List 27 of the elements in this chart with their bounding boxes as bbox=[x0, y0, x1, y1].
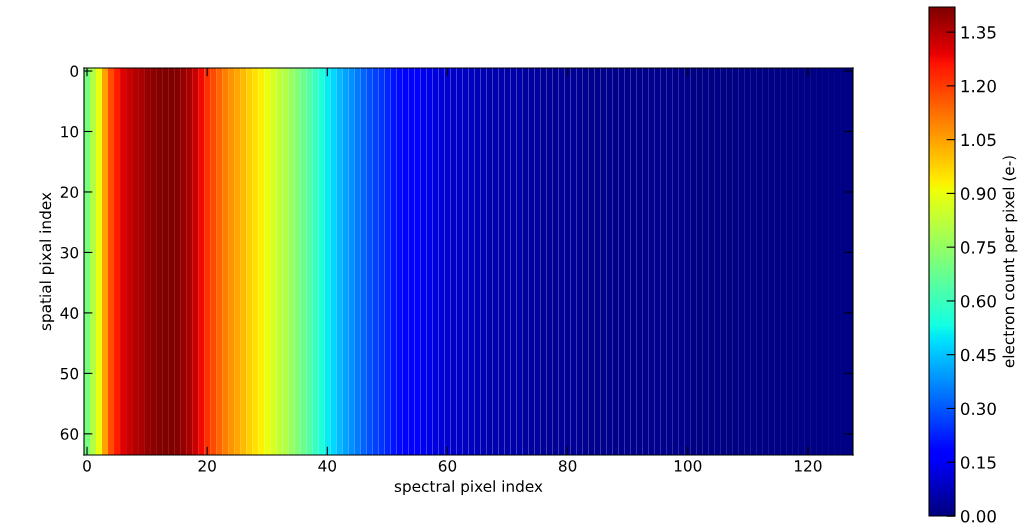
y-tick-label: 50 bbox=[60, 367, 79, 380]
y-tick-label: 30 bbox=[60, 246, 79, 259]
y-axis-title: spatial pixal index bbox=[39, 192, 55, 331]
y-tick-label: 0 bbox=[70, 65, 79, 78]
x-tick-label: 0 bbox=[83, 460, 91, 472]
color-bar-label: 0.45 bbox=[960, 348, 996, 362]
y-tick-label: 20 bbox=[60, 186, 79, 198]
x-axis-title: spectral pixel index bbox=[394, 480, 543, 495]
y-tick-label: 40 bbox=[60, 307, 79, 319]
color-bar-label: 0.30 bbox=[960, 402, 996, 416]
color-bar-label: 0.00 bbox=[960, 509, 996, 523]
color-bar-label: 1.35 bbox=[961, 26, 996, 39]
color-bar-label: 0.75 bbox=[960, 241, 996, 254]
color-bar-title: electron count per pixel (e-) bbox=[1002, 156, 1018, 368]
x-tick-label: 20 bbox=[198, 460, 216, 472]
x-tick-label: 120 bbox=[795, 460, 822, 472]
color-bar-label: 1.20 bbox=[961, 79, 996, 93]
y-tick-label: 60 bbox=[60, 428, 79, 440]
x-tick-label: 60 bbox=[438, 460, 457, 472]
x-tick-label: 100 bbox=[674, 460, 702, 472]
x-tick-label: 40 bbox=[318, 460, 337, 472]
color-bar-label: 1.05 bbox=[961, 133, 996, 147]
color-bar-label: 0.15 bbox=[960, 456, 996, 469]
y-tick-label: 10 bbox=[61, 125, 79, 138]
color-bar-label: 0.60 bbox=[960, 294, 996, 308]
color-bar-label: 0.90 bbox=[960, 187, 996, 200]
x-tick-label: 80 bbox=[558, 460, 577, 472]
